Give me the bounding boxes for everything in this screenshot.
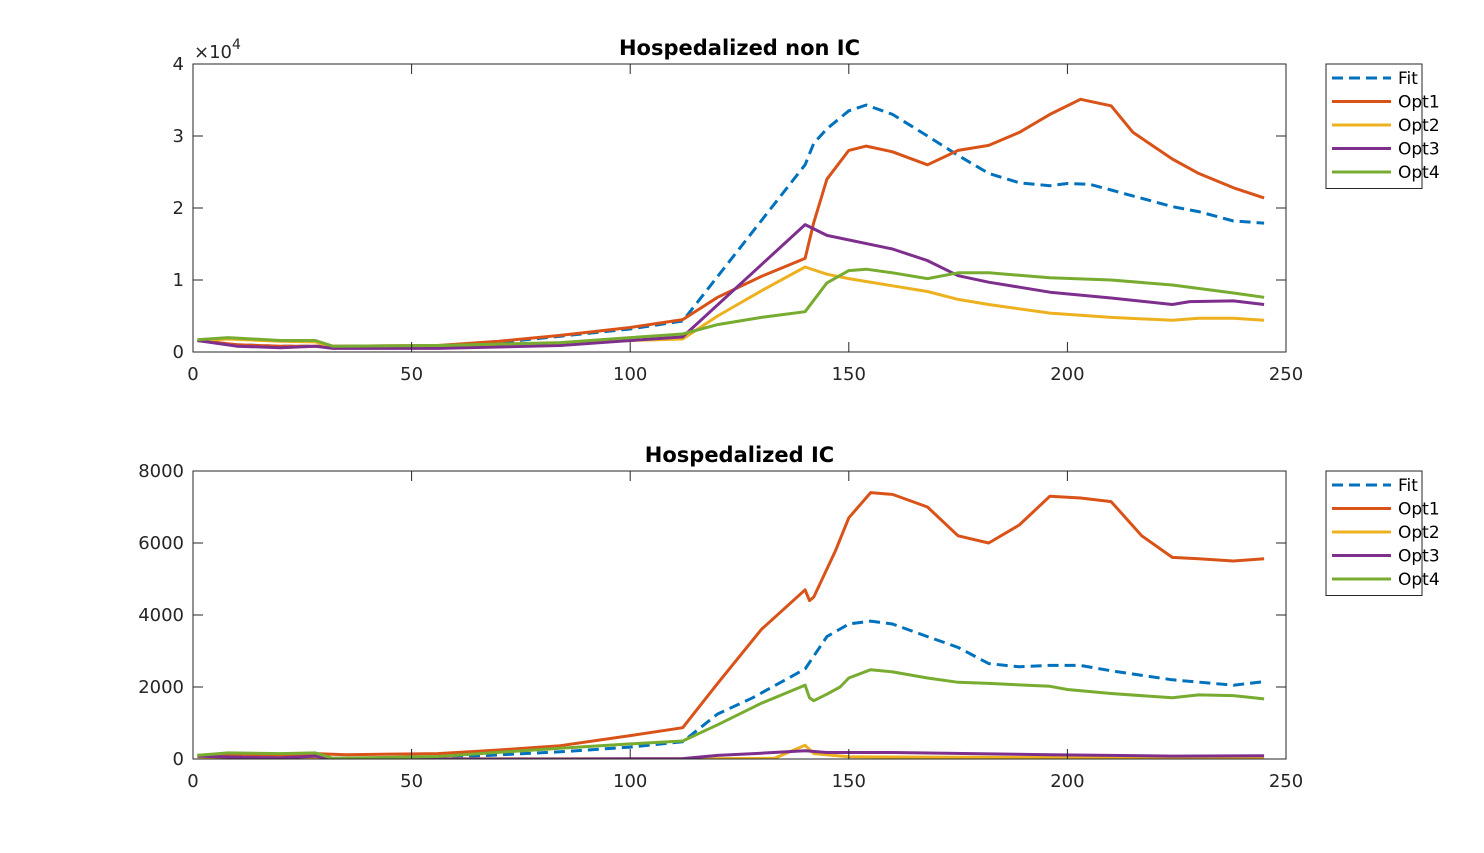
x-tick-label: 0 bbox=[187, 771, 198, 792]
y-tick-label: 2 bbox=[173, 198, 184, 219]
legend-label-opt1: Opt1 bbox=[1398, 500, 1440, 520]
plot-area bbox=[193, 471, 1286, 759]
series-line-opt1 bbox=[197, 491, 1265, 757]
chart-hospitalized-non-ic: 0 50 100 150 200 250 0 1 2 3 4 ×104 Hospedalized non… bbox=[173, 36, 1440, 385]
x-tick-label: 100 bbox=[613, 364, 647, 385]
x-tick-label: 50 bbox=[400, 364, 423, 385]
x-tick-label: 0 bbox=[187, 364, 198, 385]
series-line-opt3 bbox=[197, 223, 1265, 350]
y-tick-label: 0 bbox=[173, 749, 184, 770]
legend: Fit Opt1 Opt2 Opt3 Opt4 bbox=[1325, 63, 1440, 189]
legend-label-opt2: Opt2 bbox=[1398, 116, 1440, 136]
series-line-opt4 bbox=[197, 267, 1265, 348]
plot-area bbox=[193, 64, 1286, 352]
legend-label-fit: Fit bbox=[1398, 476, 1418, 496]
x-tick-label: 150 bbox=[832, 771, 866, 792]
y-tick-label: 6000 bbox=[138, 533, 184, 554]
series-group bbox=[197, 97, 1265, 350]
y-tick-label: 4000 bbox=[138, 605, 184, 626]
legend-label-opt4: Opt4 bbox=[1398, 570, 1440, 590]
y-tick-label: 0 bbox=[173, 342, 184, 363]
x-tick-label: 250 bbox=[1269, 364, 1303, 385]
series-line-opt3 bbox=[197, 749, 1265, 759]
y-tick-label: 8000 bbox=[138, 461, 184, 482]
x-tick-label: 200 bbox=[1050, 364, 1084, 385]
chart-hospitalized-ic: 0 50 100 150 200 250 0 2000 4000 6000 8000 Hospedal… bbox=[138, 443, 1439, 792]
y-tick-label: 1 bbox=[173, 270, 184, 291]
legend-label-fit: Fit bbox=[1398, 69, 1418, 89]
legend-label-opt4: Opt4 bbox=[1398, 163, 1440, 183]
x-tick-label: 100 bbox=[613, 771, 647, 792]
series-line-opt4 bbox=[197, 668, 1265, 759]
y-tick-label: 2000 bbox=[138, 677, 184, 698]
legend-label-opt1: Opt1 bbox=[1398, 93, 1440, 113]
x-tick-label: 200 bbox=[1050, 771, 1084, 792]
legend-label-opt2: Opt2 bbox=[1398, 523, 1440, 543]
y-tick-label: 4 bbox=[173, 54, 184, 75]
legend-label-opt3: Opt3 bbox=[1398, 140, 1440, 160]
legend-label-opt3: Opt3 bbox=[1398, 547, 1440, 567]
chart-title: Hospedalized IC bbox=[645, 443, 834, 467]
y-exponent-label: ×104 bbox=[194, 37, 241, 63]
x-tick-label: 150 bbox=[832, 364, 866, 385]
y-tick-label: 3 bbox=[173, 126, 184, 147]
series-group bbox=[197, 491, 1265, 759]
x-tick-label: 50 bbox=[400, 771, 423, 792]
legend: Fit Opt1 Opt2 Opt3 Opt4 bbox=[1325, 470, 1440, 596]
chart-title: Hospedalized non IC bbox=[619, 36, 860, 60]
x-tick-label: 250 bbox=[1269, 771, 1303, 792]
